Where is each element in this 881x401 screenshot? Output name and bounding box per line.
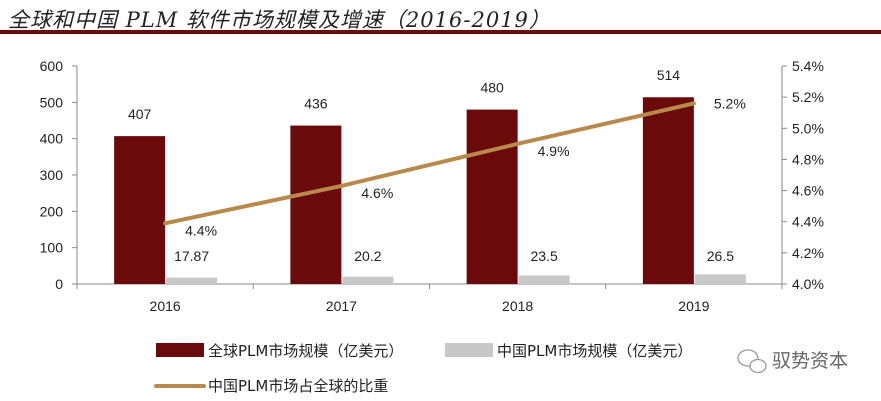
left-tick-label: 600 bbox=[40, 58, 64, 74]
bar-china-label: 20.2 bbox=[354, 248, 381, 264]
x-tick-label: 2016 bbox=[150, 298, 181, 314]
legend: 全球PLM市场规模（亿美元） 中国PLM市场规模（亿美元） 中国PLM市场占全球… bbox=[154, 342, 692, 395]
share-point bbox=[163, 221, 168, 226]
x-tick-label: 2019 bbox=[678, 298, 709, 314]
bar-global bbox=[466, 109, 518, 284]
right-tick-label: 4.4% bbox=[792, 214, 824, 230]
left-tick-label: 0 bbox=[55, 276, 63, 292]
right-tick-label: 4.2% bbox=[792, 245, 824, 261]
legend-label-share: 中国PLM市场占全球的比重 bbox=[208, 377, 388, 395]
x-tick-label: 2018 bbox=[502, 298, 533, 314]
bar-china bbox=[694, 274, 746, 284]
share-line bbox=[164, 101, 695, 226]
bar-global bbox=[642, 97, 694, 284]
chart-title: 全球和中国 PLM 软件市场规模及增速（2016-2019） bbox=[8, 8, 551, 32]
right-tick-label: 5.0% bbox=[792, 120, 824, 136]
bar-global-label: 514 bbox=[657, 67, 681, 83]
right-tick-label: 4.0% bbox=[792, 276, 824, 292]
bar-china-label: 26.5 bbox=[707, 248, 734, 264]
right-tick-label: 5.4% bbox=[792, 58, 824, 74]
wechat-icon bbox=[737, 349, 767, 374]
right-tick-label: 4.6% bbox=[792, 183, 824, 199]
bar-china bbox=[518, 275, 570, 284]
left-tick-label: 100 bbox=[40, 240, 64, 256]
title-rule bbox=[0, 30, 881, 34]
legend-label-china: 中国PLM市场规模（亿美元） bbox=[497, 342, 692, 360]
left-tick-label: 200 bbox=[40, 203, 64, 219]
bar-global bbox=[290, 125, 342, 284]
bar-china-label: 17.87 bbox=[174, 248, 209, 264]
left-tick-label: 500 bbox=[40, 94, 64, 110]
bar-global-label: 436 bbox=[304, 96, 328, 112]
bar-global-label: 407 bbox=[128, 106, 152, 122]
share-point bbox=[691, 101, 696, 106]
bar-global-label: 480 bbox=[480, 80, 504, 96]
share-point bbox=[515, 141, 520, 146]
share-label: 4.9% bbox=[538, 143, 570, 159]
x-tick-label: 2017 bbox=[326, 298, 357, 314]
left-tick-label: 300 bbox=[40, 167, 64, 183]
legend-swatch-china bbox=[445, 343, 493, 357]
legend-swatch-global bbox=[156, 343, 204, 357]
share-label: 4.6% bbox=[361, 185, 393, 201]
bar-china-label: 23.5 bbox=[531, 248, 558, 264]
bar-china bbox=[342, 276, 394, 284]
right-tick-label: 4.8% bbox=[792, 151, 824, 167]
legend-label-global: 全球PLM市场规模（亿美元） bbox=[208, 342, 403, 360]
left-tick-label: 400 bbox=[40, 131, 64, 147]
right-tick-label: 5.2% bbox=[792, 89, 824, 105]
bar-global bbox=[114, 136, 166, 284]
share-label: 4.4% bbox=[185, 222, 217, 238]
bar-china bbox=[166, 277, 218, 284]
share-point bbox=[339, 183, 344, 188]
watermark: 驭势资本 bbox=[772, 350, 848, 372]
share-label: 5.2% bbox=[714, 95, 746, 111]
